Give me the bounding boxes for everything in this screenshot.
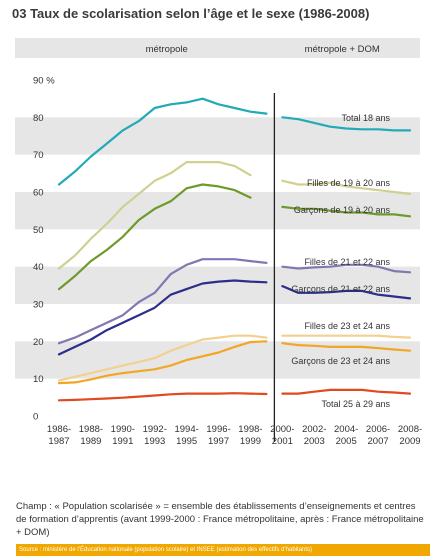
- x-tick-label: 1998-: [238, 424, 262, 435]
- x-tick-label: 2008-: [398, 424, 422, 435]
- line-chart: métropole métropole + DOM 0 10 20 30 40 50 60 70 8…: [15, 38, 422, 447]
- y-tick-label: 40: [33, 262, 44, 273]
- x-tick-label: 2000-: [270, 424, 294, 435]
- x-tick-label: 2005: [336, 436, 357, 447]
- x-tick-label: 1991: [112, 436, 133, 447]
- panel-header-band: [15, 38, 420, 58]
- y-tick-label: 60: [33, 188, 44, 199]
- x-tick-label: 1996-: [206, 424, 230, 435]
- y-tick-label: 20: [33, 337, 44, 348]
- series-label: Garçons de 21 et 22 ans: [291, 284, 390, 294]
- x-tick-label: 2006-: [366, 424, 390, 435]
- x-tick-label: 2007: [368, 436, 389, 447]
- x-tick-label: 2009: [399, 436, 420, 447]
- series-line: [281, 334, 412, 339]
- series-label: Filles de 21 et 22 ans: [304, 257, 390, 267]
- y-tick-label: 90 %: [33, 76, 55, 87]
- series-line: [57, 97, 268, 186]
- series-line: [57, 161, 252, 270]
- panel-label-metropole: métropole: [146, 44, 188, 55]
- series-label: Garçons de 19 à 20 ans: [294, 205, 391, 215]
- x-tick-label: 1987: [48, 436, 69, 447]
- series-line: [281, 342, 412, 352]
- series-label: Filles de 19 à 20 ans: [307, 178, 391, 188]
- x-tick-label: 2004-: [334, 424, 358, 435]
- series-line: [281, 388, 412, 395]
- x-tick-label: 2003: [304, 436, 325, 447]
- series-line: [281, 285, 412, 300]
- series-line: [57, 258, 268, 345]
- series-line: [57, 183, 252, 291]
- series-line: [281, 205, 412, 218]
- x-tick-label: 1993: [144, 436, 165, 447]
- chart-title: 03 Taux de scolarisation selon l’âge et …: [12, 6, 370, 21]
- x-tick-label: 2001: [272, 436, 293, 447]
- x-tick-label: 1997: [208, 436, 229, 447]
- y-tick-label: 50: [33, 225, 44, 236]
- y-tick-label: 80: [33, 113, 44, 124]
- x-tick-label: 2002-: [302, 424, 326, 435]
- grid-band: [15, 266, 420, 304]
- series-label: Total 18 ans: [341, 113, 390, 123]
- y-tick-label: 70: [33, 150, 44, 161]
- series-line: [281, 116, 412, 132]
- x-tick-label: 1989: [80, 436, 101, 447]
- grid-band: [15, 117, 420, 155]
- x-tick-label: 1994-: [174, 424, 198, 435]
- series-line: [57, 392, 268, 402]
- x-tick-label: 1999: [240, 436, 261, 447]
- series-line: [57, 340, 268, 385]
- x-tick-label: 1990-: [111, 424, 135, 435]
- series-line: [281, 263, 412, 274]
- x-tick-label: 1988-: [79, 424, 103, 435]
- grid-band: [15, 192, 420, 230]
- chart-frame: métropole métropole + DOM 0 10 20 30 40 50 60 70 8…: [7, 30, 430, 556]
- series-label: Filles de 23 et 24 ans: [304, 321, 390, 331]
- series-line: [281, 179, 412, 195]
- chart-note: Champ : « Population scolarisée » = ense…: [16, 501, 424, 538]
- series-label: Total 25 à 29 ans: [321, 399, 390, 409]
- x-tick-label: 1986-: [47, 424, 71, 435]
- panel-label-metropole-dom: métropole + DOM: [305, 44, 380, 55]
- y-tick-label: 30: [33, 300, 44, 311]
- x-tick-label: 1995: [176, 436, 197, 447]
- series-line: [57, 334, 268, 382]
- series-line: [57, 279, 268, 356]
- y-tick-label: 10: [33, 374, 44, 385]
- y-tick-label: 0: [33, 412, 38, 423]
- series-label: Garçons de 23 et 24 ans: [291, 356, 390, 366]
- x-tick-label: 1992-: [143, 424, 167, 435]
